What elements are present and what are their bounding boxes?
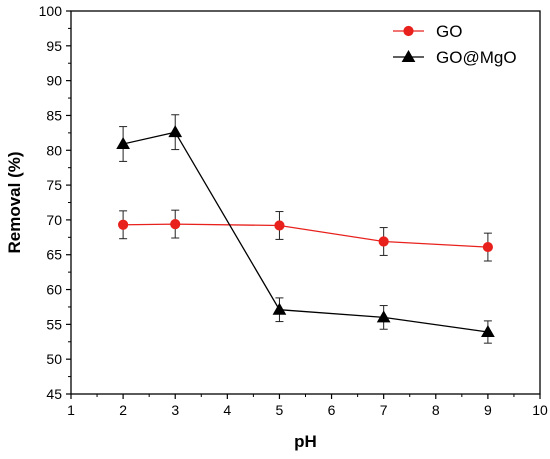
x-tick-label: 1: [67, 402, 75, 418]
y-tick-label: 50: [46, 351, 62, 367]
data-point: [481, 325, 495, 338]
series-line: [122, 131, 488, 333]
data-point: [272, 302, 287, 315]
x-tick-label: 5: [276, 402, 284, 418]
legend: GO GO@MgO: [393, 22, 517, 67]
y-tick-label: 45: [46, 386, 62, 402]
legend-label: GO: [436, 22, 462, 41]
data-point: [376, 310, 391, 323]
series-go: [118, 209, 493, 262]
plot-frame-border: [70, 10, 541, 395]
x-tick-label: 10: [532, 402, 548, 418]
y-tick-label: 90: [46, 73, 62, 89]
data-point: [118, 219, 129, 230]
legend-label: GO@MgO: [436, 48, 517, 67]
x-tick-label: 9: [484, 402, 492, 418]
x-axis-ticks: 1 2 3 4 5 6 7 8 9 10: [67, 394, 548, 418]
y-tick-label: 60: [46, 282, 62, 298]
data-point: [168, 125, 183, 138]
y-axis-ticks: 45 50 55 60 65 70 75 80 85 90 95 100: [39, 3, 71, 402]
data-point: [170, 218, 181, 230]
y-tick-label: 95: [46, 38, 62, 54]
data-point: [274, 220, 285, 231]
x-tick-label: 4: [223, 402, 231, 418]
y-tick-label: 100: [39, 3, 63, 19]
y-tick-label: 75: [46, 177, 62, 193]
series-layer: [116, 114, 495, 344]
y-tick-label: 70: [46, 212, 62, 228]
x-tick-label: 7: [380, 402, 388, 418]
data-point: [482, 241, 493, 253]
y-axis-title: Removal (%): [5, 151, 24, 253]
x-tick-label: 8: [432, 402, 440, 418]
legend-marker: [401, 49, 416, 62]
data-point: [116, 136, 130, 150]
y-tick-label: 85: [46, 107, 62, 123]
legend-marker: [403, 25, 414, 37]
y-tick-label: 55: [46, 316, 62, 332]
x-axis-title: pH: [294, 432, 317, 451]
series-go-mgo: [116, 114, 495, 344]
x-tick-label: 3: [171, 402, 179, 418]
x-tick-label: 2: [119, 402, 127, 418]
y-tick-label: 80: [46, 142, 62, 158]
data-point: [378, 236, 389, 247]
y-tick-label: 65: [46, 247, 62, 263]
plot-frame: [70, 10, 541, 395]
x-tick-label: 6: [328, 402, 336, 418]
